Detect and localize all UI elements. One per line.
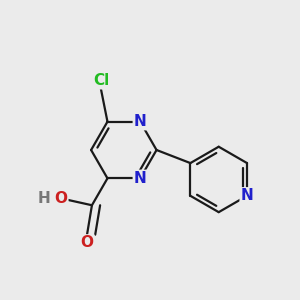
Text: H: H (38, 191, 51, 206)
Text: N: N (241, 188, 254, 203)
Text: N: N (134, 171, 147, 186)
Text: O: O (80, 236, 94, 250)
Text: Cl: Cl (93, 73, 109, 88)
Text: N: N (134, 114, 147, 129)
Text: O: O (54, 191, 67, 206)
